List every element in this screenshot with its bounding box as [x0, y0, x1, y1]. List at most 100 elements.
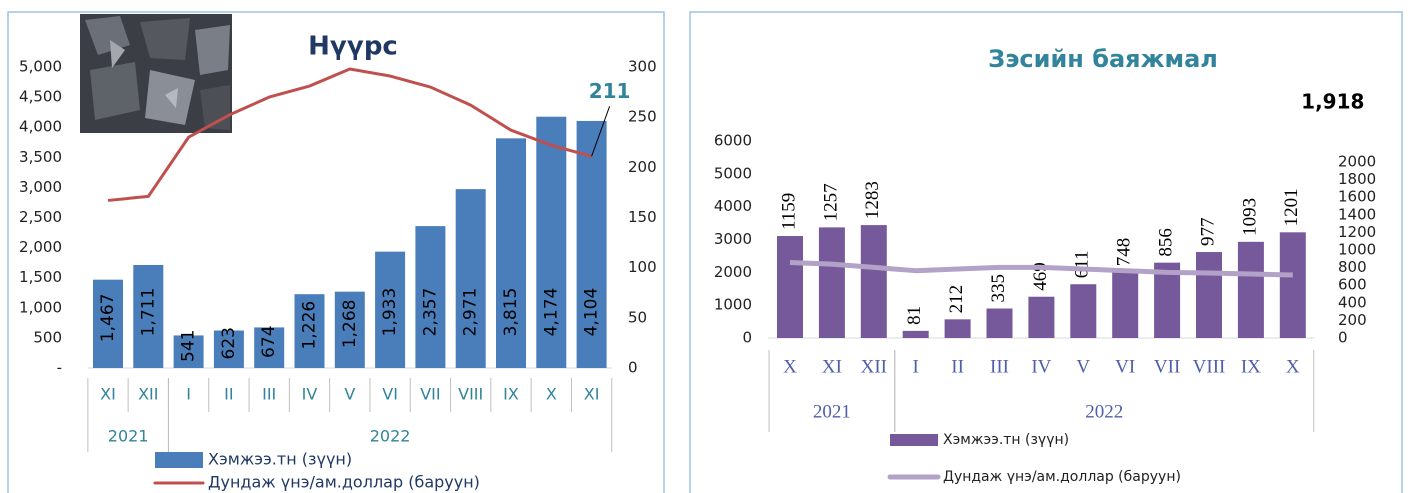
- y-tick-label: 5000: [714, 164, 752, 182]
- x-tick-label: VII: [420, 385, 440, 404]
- x-tick-label: I: [913, 356, 919, 377]
- coal-image: [80, 14, 232, 133]
- y2-tick-label: 800: [1338, 258, 1367, 276]
- data-label: 1159: [778, 193, 799, 230]
- y2-tick-label: 600: [1338, 276, 1367, 294]
- bar: [1280, 232, 1306, 338]
- data-label: 1,711: [138, 288, 158, 337]
- data-label: 1257: [820, 183, 841, 221]
- data-label: 977: [1197, 218, 1218, 247]
- data-label: 1093: [1239, 198, 1260, 236]
- y-tick-label: 3,500: [19, 148, 62, 166]
- x-tick-label: VII: [1154, 356, 1180, 377]
- y-tick-label: -: [57, 359, 62, 377]
- y2-tick-label: 150: [628, 208, 657, 226]
- bar: [819, 227, 845, 338]
- data-label: 541: [179, 329, 199, 361]
- x-tick-label: V: [344, 385, 355, 404]
- data-label: 1,467: [98, 294, 118, 343]
- bar: [1196, 252, 1222, 338]
- y2-tick-label: 250: [628, 108, 657, 126]
- y-tick-label: 0: [742, 329, 752, 347]
- y-tick-label: 2,000: [19, 238, 62, 256]
- data-label: 2,357: [420, 288, 440, 337]
- data-label: 674: [259, 325, 279, 357]
- y-tick-label: 3,000: [19, 178, 62, 196]
- x-tick-label: III: [262, 385, 276, 404]
- x-tick-label: II: [951, 356, 964, 377]
- x-tick-label: IX: [1241, 356, 1261, 377]
- x-tick-label: II: [224, 385, 233, 404]
- legend-label: Хэмжээ.тн (зүүн): [943, 432, 1069, 448]
- data-label: 4,174: [541, 288, 561, 337]
- data-label: 4,104: [582, 288, 602, 337]
- x-tick-label: V: [1076, 356, 1090, 377]
- bar: [1238, 242, 1264, 338]
- data-label: 81: [904, 306, 925, 325]
- group-label: 2021: [813, 401, 851, 422]
- y2-tick-label: 1000: [1338, 241, 1376, 259]
- bar: [903, 331, 929, 338]
- y2-tick-label: 200: [628, 158, 657, 176]
- data-label: 1,226: [300, 301, 320, 350]
- y2-tick-label: 1200: [1338, 223, 1376, 241]
- y2-tick-label: 1600: [1338, 188, 1376, 206]
- data-label: 3,815: [501, 288, 521, 337]
- data-label: 211: [589, 79, 631, 103]
- legend-label: Дундаж үнэ/ам.доллар (баруун): [943, 469, 1181, 485]
- y-tick-label: 2000: [714, 263, 752, 281]
- y-tick-label: 1,500: [19, 268, 62, 286]
- x-tick-label: X: [783, 356, 797, 377]
- bar: [777, 236, 803, 338]
- data-label: 611: [1072, 250, 1093, 278]
- data-label: 1283: [862, 181, 883, 219]
- data-label: 1201: [1281, 188, 1302, 226]
- group-label: 2022: [370, 427, 411, 446]
- x-tick-label: XI: [822, 356, 842, 377]
- x-tick-label: XI: [584, 385, 600, 404]
- y2-tick-label: 0: [1338, 329, 1348, 347]
- bar: [1028, 297, 1054, 338]
- data-label: 1,918: [1301, 90, 1364, 114]
- chart-title: Нүүрс: [308, 32, 398, 62]
- data-label: 748: [1114, 238, 1135, 267]
- x-tick-label: IV: [302, 385, 318, 404]
- x-tick-label: IV: [1031, 356, 1051, 377]
- x-tick-label: XII: [138, 385, 158, 404]
- x-tick-label: IX: [503, 385, 519, 404]
- group-label: 2022: [1085, 401, 1123, 422]
- y2-tick-label: 200: [1338, 311, 1367, 329]
- x-tick-label: I: [186, 385, 191, 404]
- y-tick-label: 1000: [714, 296, 752, 314]
- y2-tick-label: 0: [628, 359, 638, 377]
- y2-tick-label: 1400: [1338, 205, 1376, 223]
- data-label: 856: [1155, 228, 1176, 257]
- y-tick-label: 4,000: [19, 118, 62, 136]
- y-tick-label: 2,500: [19, 208, 62, 226]
- x-tick-label: X: [1286, 356, 1300, 377]
- chart-title: Зэсийн баяжмал: [988, 45, 1218, 73]
- data-label: 212: [946, 285, 967, 314]
- y2-tick-label: 300: [628, 58, 657, 76]
- x-tick-label: XI: [100, 385, 116, 404]
- x-tick-label: III: [990, 356, 1009, 377]
- y2-tick-label: 50: [628, 308, 647, 326]
- y-tick-label: 4,500: [19, 88, 62, 106]
- data-label: 623: [219, 327, 239, 359]
- x-tick-label: VI: [382, 385, 398, 404]
- y2-tick-label: 2000: [1338, 153, 1376, 171]
- chart: Нүүрс-5001,0001,5002,0002,5003,0003,5004…: [0, 0, 1410, 493]
- data-label: 2,971: [461, 288, 481, 337]
- y2-tick-label: 400: [1338, 293, 1367, 311]
- legend-swatch: [155, 452, 203, 468]
- legend-swatch: [890, 434, 938, 446]
- bar: [1112, 272, 1138, 338]
- bar: [861, 225, 887, 338]
- y-tick-label: 6000: [714, 132, 752, 150]
- data-label: 1,268: [340, 299, 360, 348]
- x-tick-label: VI: [1115, 356, 1135, 377]
- bar: [945, 319, 971, 338]
- y-tick-label: 5,000: [19, 58, 62, 76]
- x-tick-label: X: [546, 385, 557, 404]
- y-tick-label: 500: [33, 328, 62, 346]
